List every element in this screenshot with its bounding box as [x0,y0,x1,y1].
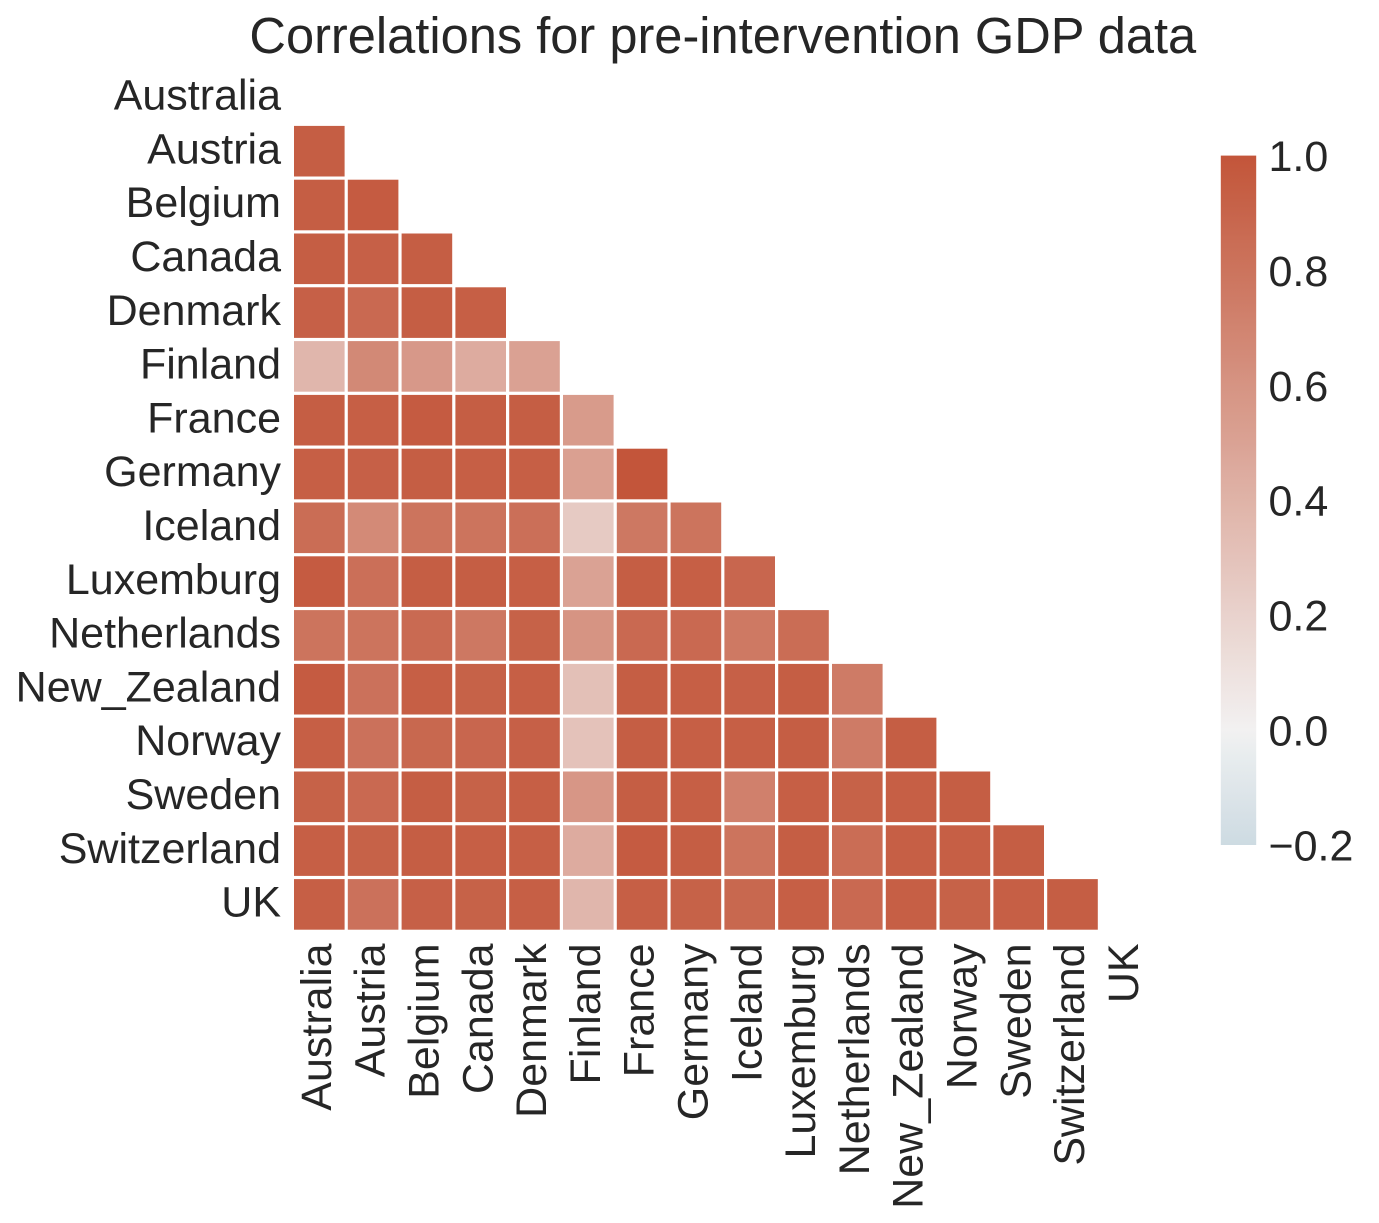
svg-text:1.0: 1.0 [1269,133,1329,181]
svg-text:0.4: 0.4 [1269,478,1329,526]
svg-text:New_Zealand: New_Zealand [885,943,933,1208]
svg-text:Canada: Canada [454,943,502,1094]
svg-text:Iceland: Iceland [723,943,771,1082]
svg-text:Canada: Canada [130,233,281,281]
svg-text:Denmark: Denmark [107,287,282,335]
svg-text:Australia: Australia [293,943,341,1110]
svg-text:UK: UK [1100,943,1148,1003]
svg-text:Austria: Austria [147,125,281,173]
svg-text:New_Zealand: New_Zealand [16,663,281,711]
svg-text:Germany: Germany [104,448,281,496]
svg-text:France: France [147,394,281,442]
svg-text:Finland: Finland [140,341,281,389]
svg-text:0.2: 0.2 [1269,593,1329,641]
svg-text:Sweden: Sweden [992,943,1040,1098]
svg-text:Correlations for pre-intervent: Correlations for pre-intervention GDP da… [249,7,1197,64]
svg-text:France: France [616,943,664,1077]
svg-text:Netherlands: Netherlands [49,610,281,658]
svg-text:Denmark: Denmark [508,943,556,1118]
svg-text:−0.2: −0.2 [1269,822,1354,870]
svg-text:Sweden: Sweden [126,771,281,819]
svg-text:0.8: 0.8 [1269,248,1329,296]
svg-text:0.0: 0.0 [1269,708,1329,756]
svg-text:Belgium: Belgium [401,943,449,1098]
svg-text:Luxemburg: Luxemburg [777,943,825,1158]
svg-text:Switzerland: Switzerland [1046,943,1094,1165]
svg-text:Finland: Finland [562,943,610,1084]
svg-text:0.6: 0.6 [1269,363,1329,411]
svg-text:Norway: Norway [135,717,281,765]
svg-text:Netherlands: Netherlands [831,943,879,1175]
svg-text:Austria: Austria [347,943,395,1077]
svg-text:Norway: Norway [939,943,987,1089]
svg-text:Australia: Australia [114,72,281,120]
svg-text:Iceland: Iceland [142,502,281,550]
svg-text:Germany: Germany [670,943,718,1120]
svg-text:UK: UK [221,879,281,927]
svg-text:Belgium: Belgium [126,179,281,227]
svg-text:Switzerland: Switzerland [59,825,281,873]
svg-text:Luxemburg: Luxemburg [66,556,281,604]
